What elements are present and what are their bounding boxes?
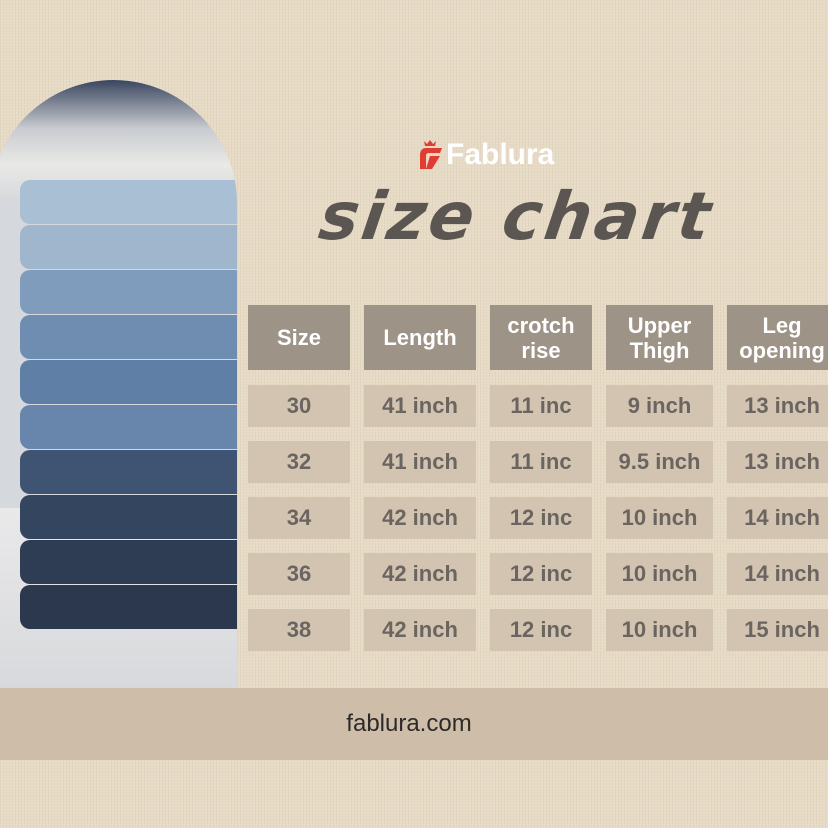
footer-band: fablura.com: [0, 688, 828, 760]
table-cell: 13 inch: [727, 441, 828, 483]
table-cell: 9.5 inch: [606, 441, 713, 483]
brand-name: Fablura: [446, 138, 555, 171]
column-header: crotch rise: [490, 305, 592, 370]
table-cell: 11 inc: [490, 385, 592, 427]
jeans-fold: [20, 585, 237, 629]
table-cell: 9 inch: [606, 385, 713, 427]
table-cell: 42 inch: [364, 609, 476, 651]
table-cell: 42 inch: [364, 497, 476, 539]
table-cell: 41 inch: [364, 385, 476, 427]
table-cell: 11 inc: [490, 441, 592, 483]
table-cell: 36: [248, 553, 350, 595]
table-cell: 30: [248, 385, 350, 427]
jeans-fold: [20, 405, 237, 449]
jeans-fold: [20, 180, 237, 224]
table-cell: 41 inch: [364, 441, 476, 483]
jeans-fold: [20, 315, 237, 359]
crown-logo-icon: [420, 140, 442, 169]
table-cell: 14 inch: [727, 553, 828, 595]
jeans-stack-photo: [0, 80, 237, 688]
table-cell: 10 inch: [606, 553, 713, 595]
table-cell: 14 inch: [727, 497, 828, 539]
column-header: Leg opening: [727, 305, 828, 370]
table-cell: 12 inc: [490, 553, 592, 595]
table-cell: 10 inch: [606, 609, 713, 651]
brand-logo: Fablura: [418, 138, 554, 172]
table-cell: 12 inc: [490, 497, 592, 539]
table-cell: 34: [248, 497, 350, 539]
page-title: size chart: [314, 178, 719, 255]
column-header: Size: [248, 305, 350, 370]
column-header: Length: [364, 305, 476, 370]
table-cell: 13 inch: [727, 385, 828, 427]
table-cell: 42 inch: [364, 553, 476, 595]
table-cell: 10 inch: [606, 497, 713, 539]
website-link[interactable]: fablura.com: [346, 710, 472, 737]
jeans-fold: [20, 495, 237, 539]
table-cell: 15 inch: [727, 609, 828, 651]
jeans-fold: [20, 225, 237, 269]
jeans-fold: [20, 360, 237, 404]
jeans-fold: [20, 540, 237, 584]
table-cell: 32: [248, 441, 350, 483]
jeans-fold: [20, 270, 237, 314]
jeans-fold: [20, 450, 237, 494]
column-header: Upper Thigh: [606, 305, 713, 370]
table-cell: 12 inc: [490, 609, 592, 651]
table-cell: 38: [248, 609, 350, 651]
